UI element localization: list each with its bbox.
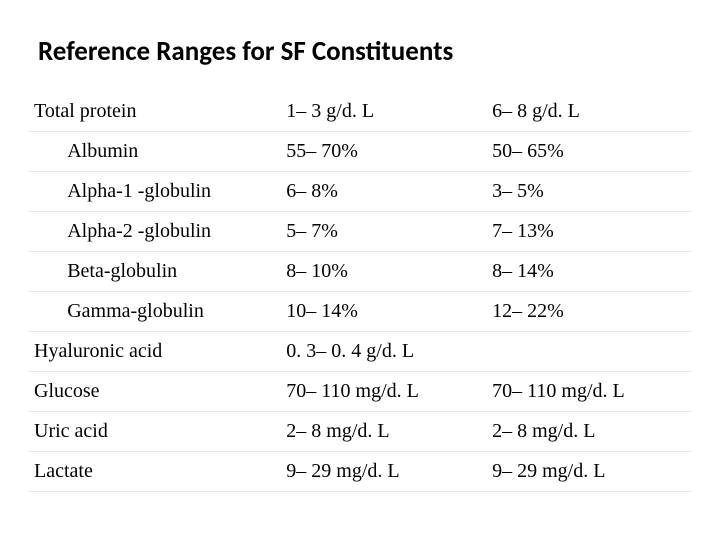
page-title: Reference Ranges for SF Constituents xyxy=(28,35,692,68)
table-row: Lactate9– 29 mg/d. L9– 29 mg/d. L xyxy=(28,452,692,492)
range2-cell: 8– 14% xyxy=(486,252,692,292)
range2-cell: 7– 13% xyxy=(486,212,692,252)
range1-cell: 55– 70% xyxy=(280,132,486,172)
constituent-cell: Lactate xyxy=(28,452,280,492)
table-row: Total protein1– 3 g/d. L6– 8 g/d. L xyxy=(28,92,692,132)
indent-cell xyxy=(28,172,61,212)
range2-cell: 12– 22% xyxy=(486,292,692,332)
range1-cell: 5– 7% xyxy=(280,212,486,252)
table-row: Alpha-2 -globulin5– 7%7– 13% xyxy=(28,212,692,252)
range1-cell: 6– 8% xyxy=(280,172,486,212)
range2-cell: 6– 8 g/d. L xyxy=(486,92,692,132)
constituent-cell: Uric acid xyxy=(28,412,280,452)
range1-cell: 0. 3– 0. 4 g/d. L xyxy=(280,332,486,372)
constituent-cell: Hyaluronic acid xyxy=(28,332,280,372)
indent-cell xyxy=(28,292,61,332)
table-row: Glucose70– 110 mg/d. L70– 110 mg/d. L xyxy=(28,372,692,412)
range1-cell: 1– 3 g/d. L xyxy=(280,92,486,132)
indent-cell xyxy=(28,212,61,252)
table-row: Beta-globulin8– 10%8– 14% xyxy=(28,252,692,292)
table-row: Gamma-globulin10– 14%12– 22% xyxy=(28,292,692,332)
constituent-cell: Gamma-globulin xyxy=(61,292,280,332)
range1-cell: 8– 10% xyxy=(280,252,486,292)
table-row: Uric acid2– 8 mg/d. L2– 8 mg/d. L xyxy=(28,412,692,452)
range2-cell: 70– 110 mg/d. L xyxy=(486,372,692,412)
constituent-cell: Alpha-1 -globulin xyxy=(61,172,280,212)
indent-cell xyxy=(28,252,61,292)
table-row: Alpha-1 -globulin6– 8%3– 5% xyxy=(28,172,692,212)
table-row: Hyaluronic acid0. 3– 0. 4 g/d. L xyxy=(28,332,692,372)
constituent-cell: Albumin xyxy=(61,132,280,172)
range2-cell: 50– 65% xyxy=(486,132,692,172)
range1-cell: 2– 8 mg/d. L xyxy=(280,412,486,452)
constituent-cell: Beta-globulin xyxy=(61,252,280,292)
range2-cell: 3– 5% xyxy=(486,172,692,212)
indent-cell xyxy=(28,132,61,172)
constituent-cell: Alpha-2 -globulin xyxy=(61,212,280,252)
range2-cell: 9– 29 mg/d. L xyxy=(486,452,692,492)
constituent-cell: Total protein xyxy=(28,92,280,132)
range1-cell: 70– 110 mg/d. L xyxy=(280,372,486,412)
range2-cell: 2– 8 mg/d. L xyxy=(486,412,692,452)
range2-cell xyxy=(486,332,692,372)
range1-cell: 9– 29 mg/d. L xyxy=(280,452,486,492)
constituent-cell: Glucose xyxy=(28,372,280,412)
range1-cell: 10– 14% xyxy=(280,292,486,332)
table-row: Albumin55– 70%50– 65% xyxy=(28,132,692,172)
reference-ranges-table: Total protein1– 3 g/d. L6– 8 g/d. LAlbum… xyxy=(28,92,692,492)
